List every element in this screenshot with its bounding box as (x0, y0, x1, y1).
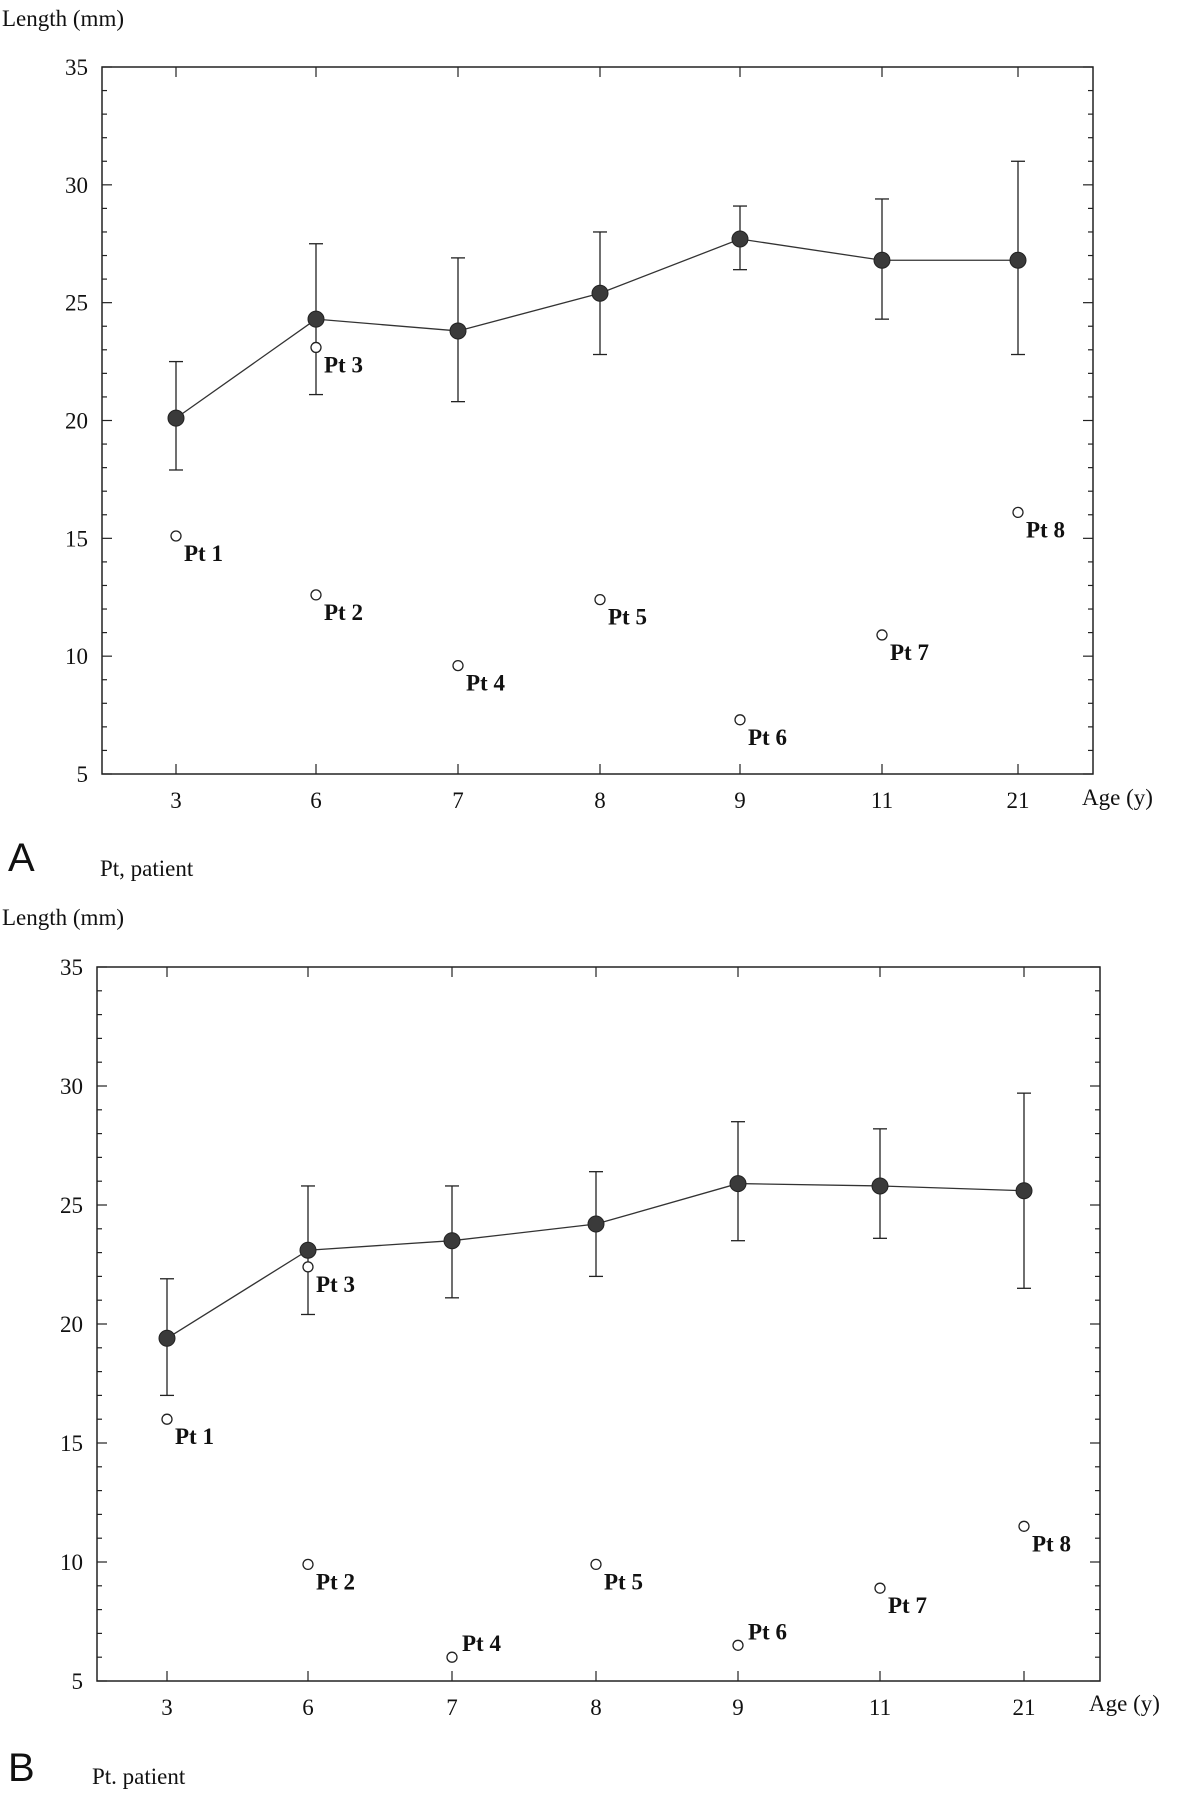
y-tick-label: 5 (77, 762, 89, 787)
patient-point (876, 629, 888, 641)
panel-label-a: A (8, 836, 35, 880)
patient-label: Pt 4 (466, 671, 505, 696)
x-tick-label: 8 (590, 1695, 602, 1720)
y-tick-label: 10 (65, 644, 88, 669)
chart-b-svg: 5 10 15 20 25 30 35 3 6 7 8 9 11 21 Length (mm) Age (y)… (2, 905, 1160, 1720)
patient-point (734, 714, 746, 726)
y-tick-label: 20 (60, 1312, 83, 1337)
patient-point (310, 589, 322, 601)
patient-label: Pt 7 (888, 1593, 927, 1618)
mean-point (449, 322, 467, 340)
y-tick-label: 30 (65, 173, 88, 198)
x-tick-label: 6 (310, 788, 322, 813)
patient-point (302, 1558, 314, 1571)
mean-point (731, 230, 749, 248)
chart-a-svg: 5 10 15 20 25 30 35 3 6 7 8 9 11 21 Length (mm) Age (y)… (2, 6, 1153, 813)
y-tick-label: 35 (65, 55, 88, 80)
patient-label: Pt 4 (462, 1631, 501, 1656)
mean-point (587, 1215, 605, 1233)
x-tick-label: 3 (170, 788, 182, 813)
mean-point (873, 251, 891, 269)
y-tick-label: 25 (65, 291, 88, 316)
x-axis-label: Age (y) (1089, 1691, 1160, 1716)
patient-point (594, 593, 606, 606)
patient-point (1012, 506, 1024, 519)
mean-point (1009, 251, 1027, 269)
patient-point (446, 1651, 458, 1663)
patient-point (732, 1639, 744, 1651)
patient-point (590, 1558, 602, 1571)
x-tick-label: 9 (732, 1695, 744, 1720)
footnote-b: Pt. patient (92, 1764, 186, 1789)
patient-label: Pt 2 (324, 600, 363, 625)
y-tick-label: 35 (60, 955, 83, 980)
x-tick-label: 9 (734, 788, 746, 813)
mean-point (167, 409, 185, 427)
chart-panel-b: 5 10 15 20 25 30 35 3 6 7 8 9 11 21 Length (mm) Age (y)… (0, 900, 1181, 1800)
y-axis-label: Length (mm) (2, 6, 124, 31)
y-tick-label: 15 (65, 526, 88, 551)
x-tick-label: 11 (869, 1695, 891, 1720)
x-axis-label: Age (y) (1082, 785, 1153, 810)
patient-label: Pt 5 (608, 605, 647, 630)
patient-label: Pt 5 (604, 1569, 643, 1594)
x-tick-label: 7 (446, 1695, 458, 1720)
mean-point (1015, 1182, 1033, 1200)
patient-label: Pt 7 (890, 640, 929, 665)
patient-label: Pt 3 (324, 352, 363, 377)
mean-series-line (175, 238, 1018, 419)
patient-point (302, 1261, 314, 1273)
x-tick-label: 11 (871, 788, 893, 813)
x-tick-label: 21 (1013, 1695, 1036, 1720)
x-tick-label: 3 (161, 1695, 173, 1720)
x-tick-label: 8 (594, 788, 606, 813)
patient-label: Pt 1 (184, 541, 223, 566)
patient-label: Pt 6 (748, 725, 787, 750)
patient-label: Pt 3 (316, 1272, 355, 1297)
y-tick-label: 25 (60, 1193, 83, 1218)
y-tick-label: 5 (72, 1669, 84, 1694)
y-tick-label: 20 (65, 409, 88, 434)
x-tick-label: 21 (1007, 788, 1030, 813)
y-tick-label: 30 (60, 1074, 83, 1099)
mean-point (591, 284, 609, 302)
plot-frame (96, 966, 1101, 1682)
mean-point (307, 310, 325, 328)
mean-point (158, 1329, 176, 1347)
y-tick-label: 10 (60, 1550, 83, 1575)
panel-label-b: B (8, 1746, 35, 1790)
patient-label: Pt 2 (316, 1569, 355, 1594)
mean-point (443, 1232, 461, 1250)
patient-label: Pt 8 (1032, 1531, 1071, 1556)
patient-point (452, 659, 464, 672)
patient-point (1018, 1520, 1030, 1532)
plot-frame (101, 66, 1094, 775)
y-axis-label: Length (mm) (2, 905, 124, 930)
x-tick-label: 6 (302, 1695, 314, 1720)
x-tick-label: 7 (452, 788, 464, 813)
patient-point (874, 1582, 886, 1594)
mean-point (729, 1175, 747, 1193)
chart-panel-a: 5 10 15 20 25 30 35 3 6 7 8 9 11 21 Length (mm) Age (y)… (2, 6, 1153, 881)
patient-point (161, 1413, 173, 1425)
y-tick-label: 15 (60, 1431, 83, 1456)
patient-label: Pt 6 (748, 1619, 787, 1644)
mean-point (871, 1177, 889, 1195)
patient-label: Pt 1 (175, 1424, 214, 1449)
patient-point (310, 341, 322, 354)
patient-point (170, 530, 182, 542)
footnote-a: Pt, patient (100, 856, 194, 881)
mean-point (299, 1241, 317, 1259)
patient-label: Pt 8 (1026, 517, 1065, 542)
